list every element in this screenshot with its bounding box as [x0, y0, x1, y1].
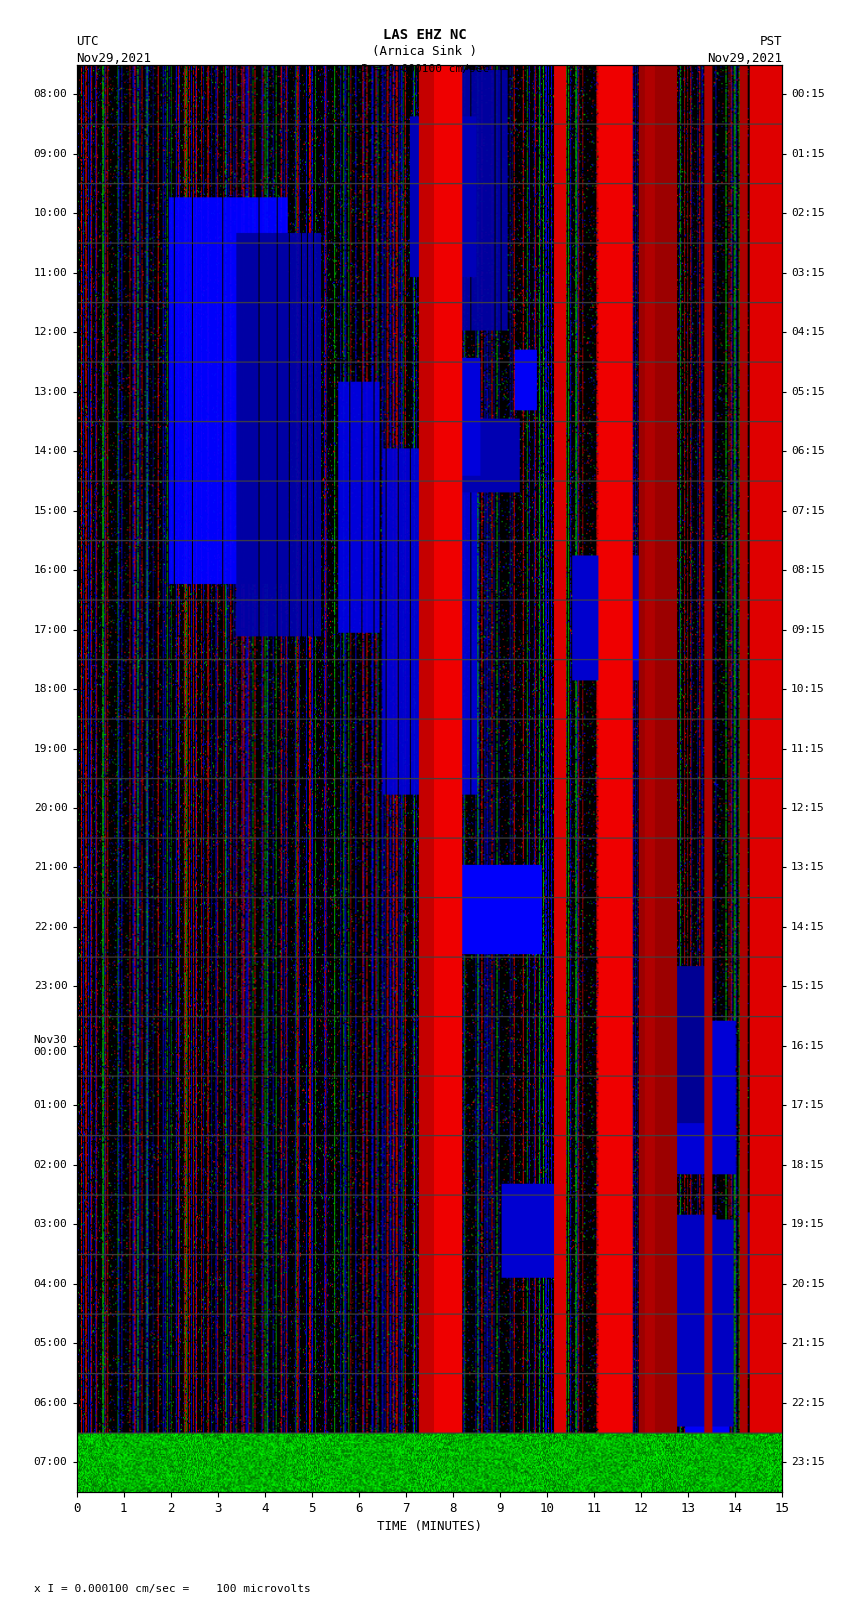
Text: x I = 0.000100 cm/sec =    100 microvolts: x I = 0.000100 cm/sec = 100 microvolts — [34, 1584, 311, 1594]
Text: UTC: UTC — [76, 35, 99, 48]
Text: (Arnica Sink ): (Arnica Sink ) — [372, 45, 478, 58]
Text: I = 0.000100 cm/sec: I = 0.000100 cm/sec — [361, 65, 489, 74]
Text: Nov29,2021: Nov29,2021 — [76, 52, 151, 65]
Text: LAS EHZ NC: LAS EHZ NC — [383, 27, 467, 42]
Text: PST: PST — [760, 35, 782, 48]
Text: Nov29,2021: Nov29,2021 — [707, 52, 782, 65]
X-axis label: TIME (MINUTES): TIME (MINUTES) — [377, 1521, 482, 1534]
